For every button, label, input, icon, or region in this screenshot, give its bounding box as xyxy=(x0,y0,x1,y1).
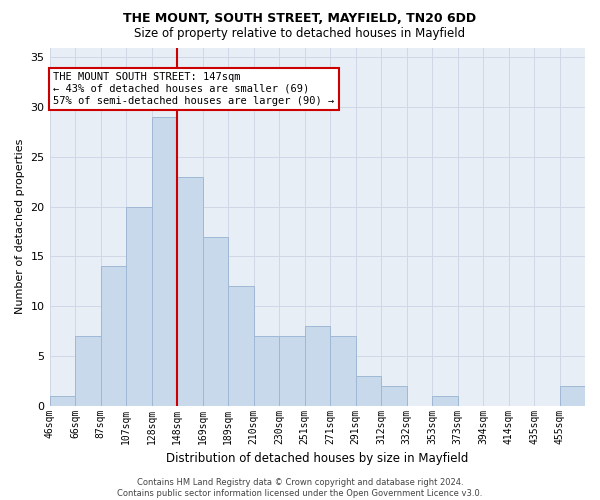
Bar xyxy=(432,396,458,406)
Bar xyxy=(228,286,254,406)
Bar xyxy=(330,336,356,406)
Y-axis label: Number of detached properties: Number of detached properties xyxy=(15,139,25,314)
Bar xyxy=(305,326,330,406)
Text: THE MOUNT, SOUTH STREET, MAYFIELD, TN20 6DD: THE MOUNT, SOUTH STREET, MAYFIELD, TN20 … xyxy=(124,12,476,26)
Bar xyxy=(203,236,228,406)
X-axis label: Distribution of detached houses by size in Mayfield: Distribution of detached houses by size … xyxy=(166,452,469,465)
Bar xyxy=(177,177,203,406)
Bar xyxy=(254,336,279,406)
Bar xyxy=(560,386,585,406)
Bar xyxy=(152,117,177,406)
Text: Contains HM Land Registry data © Crown copyright and database right 2024.
Contai: Contains HM Land Registry data © Crown c… xyxy=(118,478,482,498)
Bar xyxy=(50,396,75,406)
Text: Size of property relative to detached houses in Mayfield: Size of property relative to detached ho… xyxy=(134,28,466,40)
Bar xyxy=(75,336,101,406)
Bar xyxy=(101,266,126,406)
Bar xyxy=(279,336,305,406)
Bar xyxy=(356,376,381,406)
Text: THE MOUNT SOUTH STREET: 147sqm
← 43% of detached houses are smaller (69)
57% of : THE MOUNT SOUTH STREET: 147sqm ← 43% of … xyxy=(53,72,335,106)
Bar xyxy=(381,386,407,406)
Bar xyxy=(126,206,152,406)
